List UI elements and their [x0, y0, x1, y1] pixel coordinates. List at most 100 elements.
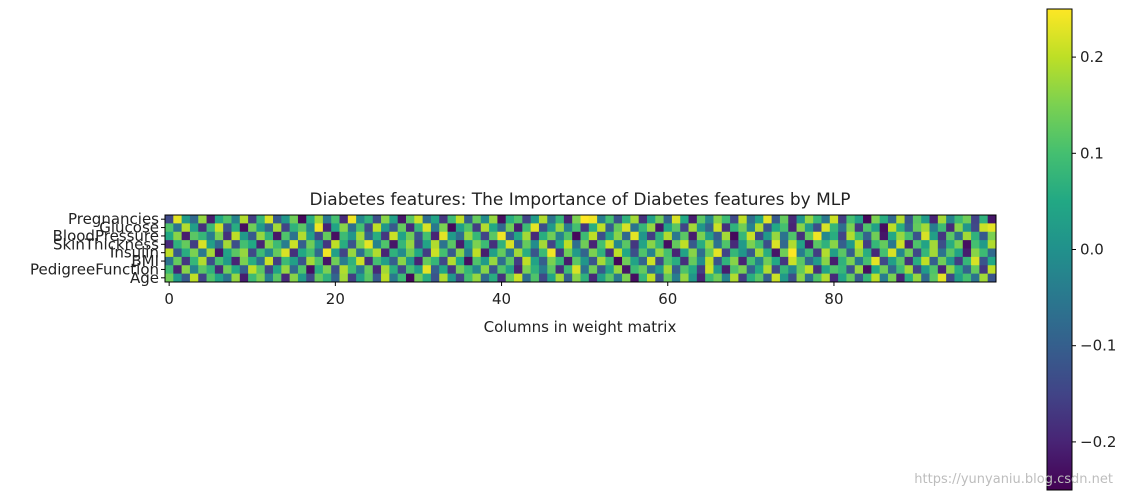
heatmap-cell	[538, 231, 548, 241]
heatmap-cell	[937, 256, 947, 266]
heatmap-cell	[738, 273, 748, 283]
row-label: Insulin	[110, 244, 159, 262]
heatmap-cell	[979, 215, 989, 224]
heatmap-cell	[946, 223, 955, 233]
heatmap-cell	[663, 240, 673, 249]
heatmap-cell	[364, 256, 374, 266]
heatmap-cell	[680, 256, 689, 266]
heatmap-cell	[439, 265, 448, 275]
heatmap-cell	[414, 248, 424, 258]
heatmap-cell	[389, 215, 399, 224]
heatmap-cell	[447, 273, 457, 283]
heatmap-cell	[464, 256, 473, 266]
heatmap-cell	[530, 231, 540, 241]
row-label: Pregnancies	[68, 210, 159, 228]
heatmap-cell	[347, 265, 357, 275]
heatmap-cell	[372, 256, 382, 266]
heatmap-cell	[480, 273, 490, 283]
heatmap-cell	[173, 231, 183, 241]
heatmap-cell	[165, 265, 174, 275]
heatmap-cell	[264, 240, 274, 249]
heatmap-cell	[638, 256, 648, 266]
heatmap-cell	[680, 231, 689, 241]
heatmap-cell	[796, 240, 806, 249]
heatmap-cell	[381, 248, 390, 258]
heatmap-cell	[347, 256, 357, 266]
heatmap-cell	[854, 273, 864, 283]
heatmap-cell	[223, 273, 232, 283]
heatmap-cell	[887, 215, 897, 224]
heatmap-cell	[464, 223, 473, 233]
heatmap-cell	[339, 265, 349, 275]
heatmap-cell	[505, 248, 515, 258]
heatmap-cell	[480, 231, 490, 241]
heatmap-cell	[588, 248, 598, 258]
heatmap-cell	[439, 223, 448, 233]
heatmap-cell	[671, 248, 681, 258]
heatmap-cell	[779, 231, 789, 241]
heatmap-cell	[239, 240, 249, 249]
heatmap-cell	[472, 248, 482, 258]
heatmap-cell	[297, 231, 307, 241]
heatmap-cell	[663, 223, 673, 233]
heatmap-cell	[871, 248, 881, 258]
heatmap-cell	[256, 248, 266, 258]
heatmap-cell	[214, 256, 224, 266]
heatmap-cell	[979, 231, 989, 241]
heatmap-cell	[389, 256, 399, 266]
row-label: PedigreeFunction	[30, 260, 159, 278]
heatmap-cell	[339, 273, 349, 283]
heatmap-cell	[813, 265, 822, 275]
heatmap-cell	[705, 240, 714, 249]
heatmap-cell	[472, 265, 482, 275]
heatmap-cell	[871, 256, 881, 266]
row-label: Age	[130, 269, 159, 287]
heatmap-cell	[954, 273, 964, 283]
x-axis-label: Columns in weight matrix	[484, 318, 677, 336]
heatmap-cell	[821, 240, 831, 249]
heatmap-cell	[738, 223, 748, 233]
heatmap-cell	[829, 273, 839, 283]
heatmap-cell	[372, 240, 382, 249]
heatmap-cell	[297, 223, 307, 233]
heatmap-cell	[622, 273, 631, 283]
heatmap-cell	[514, 231, 523, 241]
heatmap-cell	[273, 248, 282, 258]
heatmap-cell	[646, 256, 656, 266]
heatmap-cell	[929, 240, 939, 249]
heatmap-cell	[189, 256, 199, 266]
heatmap-cell	[904, 231, 914, 241]
heatmap-cell	[821, 215, 831, 224]
heatmap-cell	[597, 248, 606, 258]
heatmap-cell	[730, 265, 739, 275]
heatmap-cell	[455, 231, 465, 241]
heatmap-cell	[381, 215, 390, 224]
heatmap-cell	[779, 265, 789, 275]
heatmap-cell	[497, 248, 507, 258]
heatmap-cell	[921, 223, 930, 233]
heatmap-cell	[505, 231, 515, 241]
heatmap-cell	[713, 265, 723, 275]
heatmap-cell	[322, 240, 332, 249]
heatmap-cells	[165, 215, 997, 283]
heatmap-cell	[522, 256, 532, 266]
heatmap-cell	[638, 248, 648, 258]
heatmap-cell	[248, 231, 257, 241]
heatmap-cell	[381, 223, 390, 233]
heatmap-cell	[248, 273, 257, 283]
heatmap-cell	[189, 231, 199, 241]
heatmap-cell	[198, 215, 207, 224]
heatmap-cell	[356, 256, 365, 266]
heatmap-cell	[730, 256, 739, 266]
heatmap-cell	[430, 265, 440, 275]
heatmap-cell	[256, 273, 266, 283]
heatmap-cell	[904, 240, 914, 249]
heatmap-cell	[671, 256, 681, 266]
heatmap-cell	[198, 231, 207, 241]
heatmap-cell	[405, 215, 415, 224]
heatmap-cell	[954, 240, 964, 249]
x-tick-label: 60	[658, 290, 677, 308]
heatmap-cell	[231, 231, 241, 241]
heatmap-cell	[580, 223, 590, 233]
heatmap-cell	[771, 231, 781, 241]
